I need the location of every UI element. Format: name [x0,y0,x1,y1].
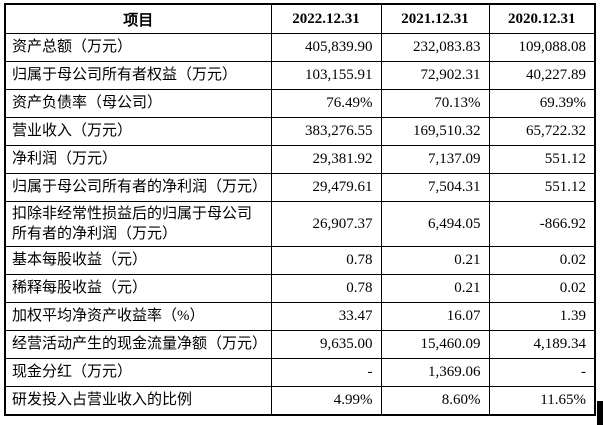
value-cell: 26,907.37 [270,201,382,247]
header-2022: 2022.12.31 [270,3,382,34]
value-cell: 0.02 [488,274,596,303]
value-cell: 33.47 [270,302,382,331]
table-row: 现金分红（万元） - 1,369.06 - [4,358,596,387]
value-cell: 0.21 [380,274,490,303]
row-label: 稀释每股收益（元） [4,274,272,303]
value-cell: 9,635.00 [270,330,382,359]
value-cell: 0.78 [270,274,382,303]
table-row: 资产总额（万元） 405,839.90 232,083.83 109,088.0… [4,33,596,62]
value-cell: 65,722.32 [488,117,596,146]
text-cursor-artifact [597,401,603,425]
row-label: 营业收入（万元） [4,117,272,146]
table-row: 归属于母公司所有者的净利润（万元） 29,479.61 7,504.31 551… [4,173,596,202]
value-cell: 40,227.89 [488,61,596,90]
value-cell: 109,088.08 [488,33,596,62]
value-cell: 76.49% [270,89,382,118]
table-row: 扣除非经常性损益后的归属于母公司所有者的净利润（万元） 26,907.37 6,… [4,201,596,247]
row-label: 归属于母公司所有者权益（万元） [4,61,272,90]
value-cell: -866.92 [488,201,596,247]
value-cell: 72,902.31 [380,61,490,90]
value-cell: 8.60% [380,386,490,416]
value-cell: 29,381.92 [270,145,382,174]
value-cell: 4,189.34 [488,330,596,359]
value-cell: 0.02 [488,246,596,275]
header-2021: 2021.12.31 [380,3,490,34]
financial-summary-table: 项目 2022.12.31 2021.12.31 2020.12.31 资产总额… [4,3,596,416]
table-row: 资产负债率（母公司） 76.49% 70.13% 69.39% [4,89,596,118]
value-cell: 551.12 [488,145,596,174]
value-cell: 69.39% [488,89,596,118]
table-row: 净利润（万元） 29,381.92 7,137.09 551.12 [4,145,596,174]
row-label: 资产总额（万元） [4,33,272,62]
row-label: 归属于母公司所有者的净利润（万元） [4,173,272,202]
row-label: 资产负债率（母公司） [4,89,272,118]
value-cell: 551.12 [488,173,596,202]
table-row: 经营活动产生的现金流量净额（万元） 9,635.00 15,460.09 4,1… [4,330,596,359]
value-cell: 11.65% [488,386,596,416]
table-row: 研发投入占营业收入的比例 4.99% 8.60% 11.65% [4,386,596,416]
value-cell: 15,460.09 [380,330,490,359]
value-cell: 1,369.06 [380,358,490,387]
row-label: 研发投入占营业收入的比例 [4,386,272,416]
header-2020: 2020.12.31 [488,3,596,34]
table-row: 加权平均净资产收益率（%） 33.47 16.07 1.39 [4,302,596,331]
value-cell: 383,276.55 [270,117,382,146]
value-cell: 70.13% [380,89,490,118]
table-row: 归属于母公司所有者权益（万元） 103,155.91 72,902.31 40,… [4,61,596,90]
value-cell: 1.39 [488,302,596,331]
header-item: 项目 [4,3,272,34]
value-cell: 405,839.90 [270,33,382,62]
table-row: 营业收入（万元） 383,276.55 169,510.32 65,722.32 [4,117,596,146]
value-cell: 7,504.31 [380,173,490,202]
table-row: 稀释每股收益（元） 0.78 0.21 0.02 [4,274,596,303]
value-cell: 0.78 [270,246,382,275]
value-cell: 4.99% [270,386,382,416]
value-cell: 7,137.09 [380,145,490,174]
value-cell: 0.21 [380,246,490,275]
table-header-row: 项目 2022.12.31 2021.12.31 2020.12.31 [4,3,596,34]
value-cell: - [488,358,596,387]
row-label: 现金分红（万元） [4,358,272,387]
value-cell: 232,083.83 [380,33,490,62]
value-cell: 16.07 [380,302,490,331]
row-label: 扣除非经常性损益后的归属于母公司所有者的净利润（万元） [4,201,272,247]
value-cell: 103,155.91 [270,61,382,90]
value-cell: 6,494.05 [380,201,490,247]
row-label: 基本每股收益（元） [4,246,272,275]
row-label: 净利润（万元） [4,145,272,174]
table-row: 基本每股收益（元） 0.78 0.21 0.02 [4,246,596,275]
row-label: 加权平均净资产收益率（%） [4,302,272,331]
value-cell: - [270,358,382,387]
row-label: 经营活动产生的现金流量净额（万元） [4,330,272,359]
value-cell: 169,510.32 [380,117,490,146]
value-cell: 29,479.61 [270,173,382,202]
